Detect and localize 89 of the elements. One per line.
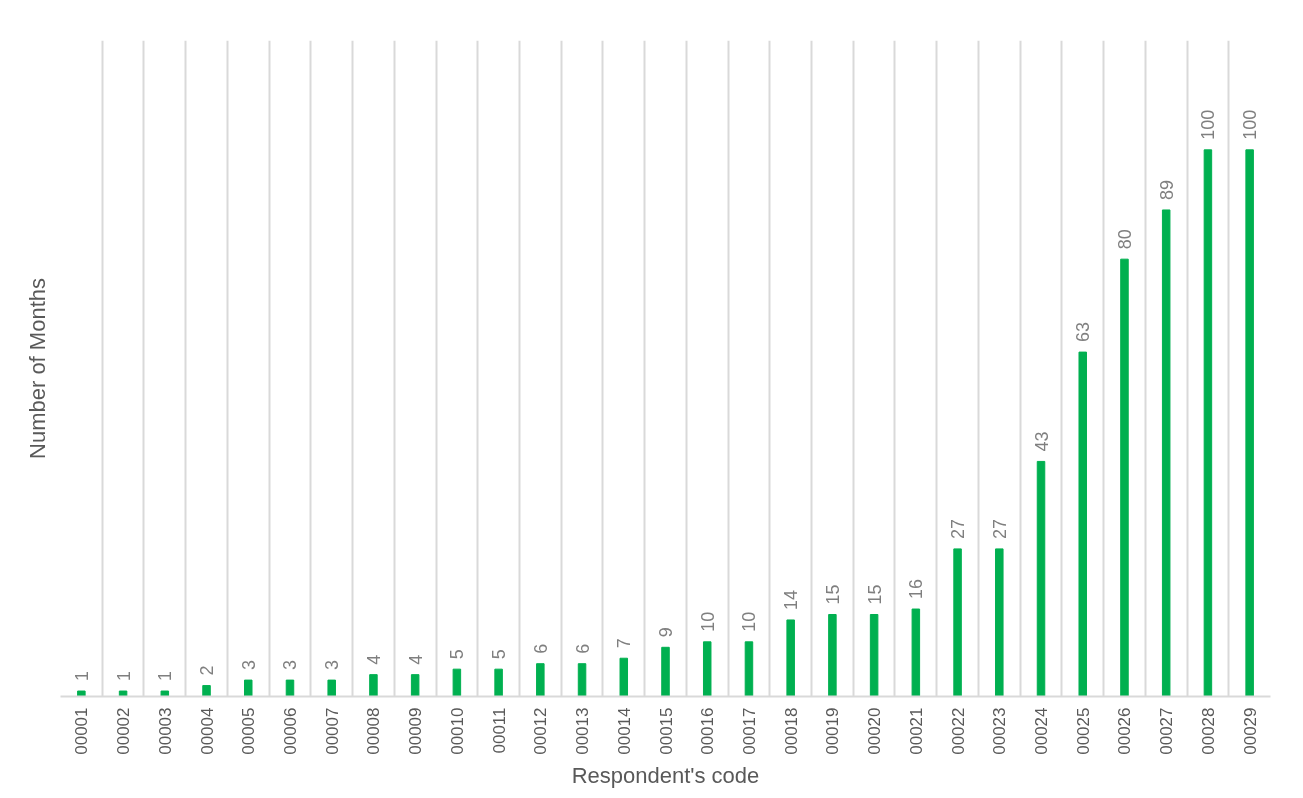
bar	[1036, 460, 1046, 697]
bar	[452, 668, 462, 697]
x-tick-label: 00002	[114, 707, 134, 755]
data-label: 6	[572, 643, 593, 654]
x-tick-label: 00022	[948, 707, 968, 755]
x-tick-label: 00001	[72, 707, 92, 755]
data-label: 10	[697, 611, 718, 632]
bar	[369, 674, 378, 697]
x-tick-label: 00011	[489, 707, 509, 754]
data-label: 100	[1198, 109, 1219, 140]
bar	[828, 614, 837, 697]
data-label: 15	[864, 584, 885, 605]
bar	[869, 614, 879, 697]
bar	[118, 690, 128, 697]
x-tick-label: 00019	[823, 707, 843, 755]
data-label: 1	[71, 671, 92, 682]
data-label: 63	[1073, 322, 1094, 343]
data-label: 14	[781, 589, 802, 610]
x-tick-label: 00006	[280, 707, 300, 755]
bar	[244, 679, 253, 697]
x-tick-label: 00024	[1032, 707, 1052, 755]
x-axis-title: Respondent's code	[571, 762, 760, 788]
data-label: 6	[530, 643, 551, 654]
x-tick-label: 00017	[739, 707, 759, 755]
data-label: 2	[197, 665, 218, 676]
bar	[285, 679, 295, 697]
data-label: 7	[614, 638, 635, 649]
x-tick-label: 00027	[1157, 707, 1177, 755]
x-tick-label: 00020	[865, 707, 885, 755]
bar	[786, 619, 795, 697]
x-tick-label: 00023	[990, 707, 1010, 755]
bar	[77, 690, 86, 697]
x-tick-label: 00010	[447, 707, 467, 755]
data-label: 100	[1240, 109, 1261, 140]
x-tick-label: 00003	[155, 707, 175, 755]
data-label: 27	[948, 518, 969, 539]
x-tick-label: 00004	[197, 707, 217, 755]
bar	[702, 641, 712, 697]
x-tick-label: 00018	[781, 707, 801, 755]
bar	[995, 548, 1004, 697]
bar	[327, 679, 336, 697]
data-label: 5	[489, 649, 510, 660]
bar	[577, 663, 587, 697]
x-tick-label: 00015	[656, 707, 676, 755]
bar	[911, 608, 921, 697]
x-tick-label: 00029	[1240, 707, 1260, 755]
data-label: 15	[822, 584, 843, 605]
data-label: 89	[1156, 179, 1177, 200]
x-tick-label: 00009	[406, 707, 426, 755]
x-tick-label: 00028	[1198, 707, 1218, 755]
x-tick-label: 00025	[1073, 707, 1093, 755]
bar	[1161, 209, 1171, 697]
x-tick-label: 00016	[698, 707, 718, 755]
x-tick-label: 00008	[364, 707, 384, 755]
data-label: 4	[363, 654, 384, 665]
bar	[1120, 258, 1129, 697]
bar	[202, 685, 211, 697]
data-label: 1	[155, 671, 176, 682]
data-label: 3	[280, 660, 301, 671]
bar	[953, 548, 962, 697]
data-label: 27	[989, 518, 1010, 539]
data-label: 4	[405, 654, 426, 665]
bar	[661, 646, 670, 697]
bar	[744, 641, 754, 697]
data-label: 43	[1031, 431, 1052, 452]
bar	[1203, 149, 1213, 697]
x-tick-label: 00007	[322, 707, 342, 755]
bar	[619, 657, 629, 697]
data-label: 16	[906, 579, 927, 600]
data-label: 80	[1114, 229, 1135, 250]
data-label: 3	[238, 660, 259, 671]
data-label: 3	[322, 660, 343, 671]
data-label: 1	[113, 671, 134, 682]
bar	[494, 668, 503, 697]
x-tick-label: 00026	[1115, 707, 1135, 755]
data-label: 10	[739, 611, 760, 632]
data-label: 5	[447, 649, 468, 660]
x-tick-label: 00013	[573, 707, 593, 755]
x-tick-label: 00014	[614, 707, 634, 755]
y-axis-title: Number of Months	[24, 278, 50, 459]
data-label: 9	[656, 627, 676, 638]
bar	[1078, 351, 1087, 697]
bar	[536, 663, 545, 697]
bar	[410, 674, 420, 697]
x-tick-label: 00012	[531, 707, 551, 755]
bar	[160, 690, 170, 697]
x-tick-label: 00021	[906, 707, 926, 755]
x-tick-label: 00005	[239, 707, 259, 755]
bar	[1245, 149, 1254, 697]
